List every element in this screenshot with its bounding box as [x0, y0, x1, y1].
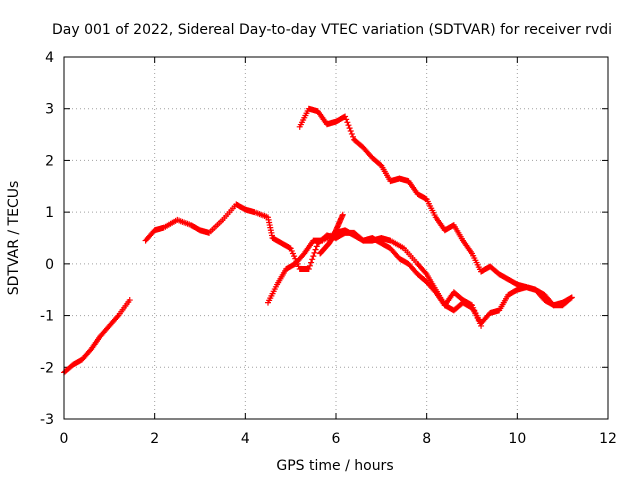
point-markers-seg1: [61, 297, 133, 376]
x-tick-label: 2: [150, 431, 159, 447]
x-tick-label: 0: [60, 431, 69, 447]
x-tick-label: 10: [508, 431, 526, 447]
data-points: [61, 105, 575, 376]
x-tick-label: 12: [599, 431, 617, 447]
x-axis-label: GPS time / hours: [276, 458, 393, 474]
x-tick-label: 4: [241, 431, 250, 447]
x-tick-label: 8: [422, 431, 431, 447]
y-tick-label: -3: [40, 412, 54, 428]
series-seg1: [61, 297, 133, 376]
y-axis-label: SDTVAR / TECUs: [6, 181, 22, 296]
y-tick-label: -2: [40, 360, 54, 376]
y-tick-label: 2: [45, 153, 54, 169]
y-tick-label: -1: [40, 309, 54, 325]
plot-frame: [63, 56, 609, 420]
y-tick-label: 4: [45, 50, 54, 66]
point-markers-seg3: [265, 227, 575, 327]
y-tick-label: 1: [45, 205, 54, 221]
series-seg4: [296, 105, 575, 309]
series-seg3: [265, 227, 575, 327]
y-tick-label: 0: [45, 257, 54, 273]
y-tick-label: 3: [45, 102, 54, 118]
point-markers-seg4: [296, 105, 575, 309]
point-markers-seg5: [317, 211, 346, 257]
series-seg2: [142, 201, 485, 329]
series-seg5: [317, 211, 346, 257]
grid: [64, 57, 608, 419]
x-tick-label: 6: [332, 431, 341, 447]
point-markers-seg2: [142, 201, 485, 329]
chart-title: Day 001 of 2022, Sidereal Day-to-day VTE…: [52, 22, 612, 38]
